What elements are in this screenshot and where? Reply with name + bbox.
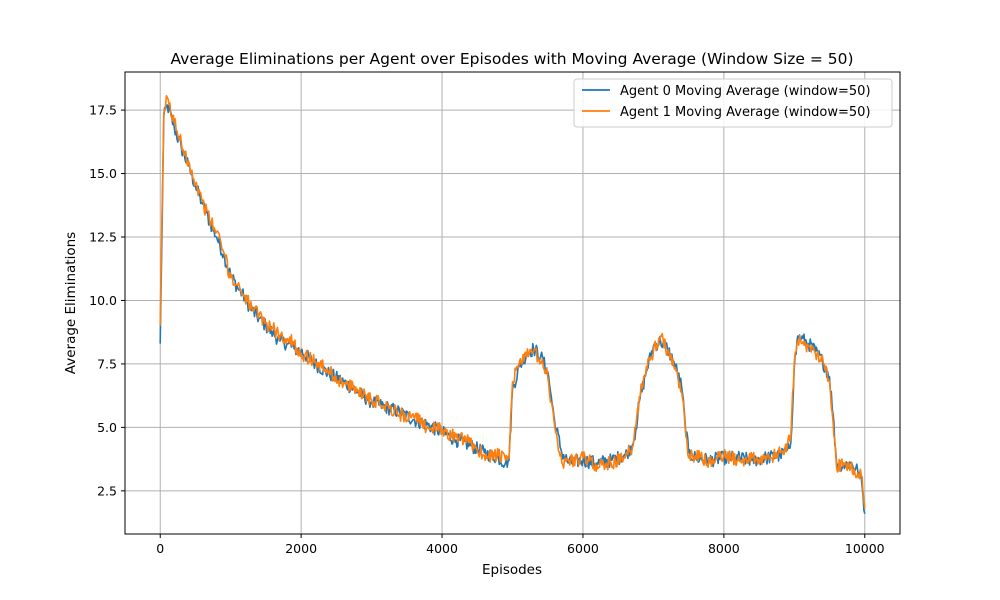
- y-tick-label: 7.5: [97, 356, 117, 371]
- grid-lines: [125, 72, 900, 534]
- plot-frame: [124, 71, 901, 535]
- y-tick-label: 10.0: [89, 293, 117, 308]
- y-tick-label: 17.5: [89, 103, 117, 118]
- x-tick-label: 8000: [708, 541, 740, 556]
- x-tick-label: 10000: [845, 541, 885, 556]
- x-tick-label: 4000: [426, 541, 458, 556]
- series-line-agent-1: [159, 95, 866, 509]
- y-tick-label: 2.5: [97, 483, 117, 498]
- x-tick-label: 2000: [285, 541, 317, 556]
- legend-label-agent-0: Agent 0 Moving Average (window=50): [620, 84, 871, 99]
- chart-title: Average Eliminations per Agent over Epis…: [170, 50, 853, 68]
- y-tick-label: 12.5: [89, 230, 117, 245]
- y-tick-label: 15.0: [89, 166, 117, 181]
- y-tick-label: 5.0: [97, 420, 117, 435]
- x-axis-label: Episodes: [482, 562, 542, 578]
- x-tick-label: 6000: [567, 541, 599, 556]
- legend: Agent 0 Moving Average (window=50) Agent…: [573, 78, 893, 128]
- y-axis-label: Average Eliminations: [63, 232, 79, 374]
- x-tick-label: 0: [156, 541, 164, 556]
- legend-label-agent-1: Agent 1 Moving Average (window=50): [620, 105, 871, 120]
- legend-box: [573, 78, 893, 128]
- axis-ticks: 0 2000 4000 6000 8000 10000 2.5 5.0 7.5 10.0 12.5 1…: [89, 103, 885, 556]
- series-lines: [159, 95, 866, 514]
